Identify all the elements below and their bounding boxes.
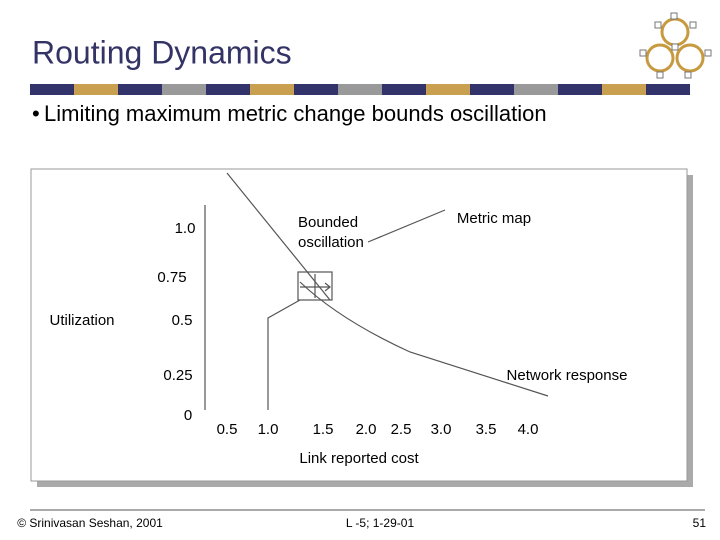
bar-segment — [74, 84, 118, 95]
footer-center: L -5; 1-29-01 — [346, 516, 415, 530]
logo — [639, 12, 712, 79]
x-label: 3.5 — [476, 421, 497, 438]
bar-segment — [118, 84, 162, 95]
y-label: 0.25 — [163, 367, 192, 384]
bar-segment — [294, 84, 338, 95]
title: Routing Dynamics — [32, 34, 292, 70]
x-label: 2.0 — [356, 421, 377, 438]
y-label: 0.75 — [157, 269, 186, 286]
x-label: 1.0 — [258, 421, 279, 438]
annotation: oscillation — [298, 234, 364, 251]
bar-segment — [470, 84, 514, 95]
y-axis-label: Utilization — [49, 312, 114, 329]
y-labels: 1.0 0.75 0.5 0.25 0 — [157, 220, 195, 424]
bar-segment — [250, 84, 294, 95]
bar-segment — [30, 84, 74, 95]
x-label: 0.5 — [217, 421, 238, 438]
x-label: 2.5 — [391, 421, 412, 438]
bar-segment — [602, 84, 646, 95]
bar-segment — [646, 84, 690, 95]
y-label: 0 — [184, 407, 192, 424]
bar-segment — [426, 84, 470, 95]
y-label: 1.0 — [175, 220, 196, 237]
y-label: 0.5 — [172, 312, 193, 329]
bar-segment — [382, 84, 426, 95]
bar-segment — [338, 84, 382, 95]
bullet: Limiting maximum metric change bounds os… — [44, 101, 547, 126]
annotation: Bounded — [298, 214, 358, 231]
diagram-lines — [204, 172, 549, 410]
page-number: 51 — [693, 516, 707, 530]
bar-segment — [514, 84, 558, 95]
annotation: Metric map — [457, 210, 531, 227]
x-axis-label: Link reported cost — [299, 450, 419, 467]
x-labels: 0.5 1.0 1.5 2.0 2.5 3.0 3.5 4.0 — [217, 421, 539, 438]
x-label: 4.0 — [518, 421, 539, 438]
bar-segment — [558, 84, 602, 95]
x-label: 3.0 — [431, 421, 452, 438]
annotation: Network response — [507, 367, 628, 384]
bar-segment — [162, 84, 206, 95]
footer-left: © Srinivasan Seshan, 2001 — [17, 516, 163, 530]
x-label: 1.5 — [313, 421, 334, 438]
color-bar — [30, 84, 690, 95]
bullet-dot: • — [32, 101, 40, 126]
bar-segment — [206, 84, 250, 95]
